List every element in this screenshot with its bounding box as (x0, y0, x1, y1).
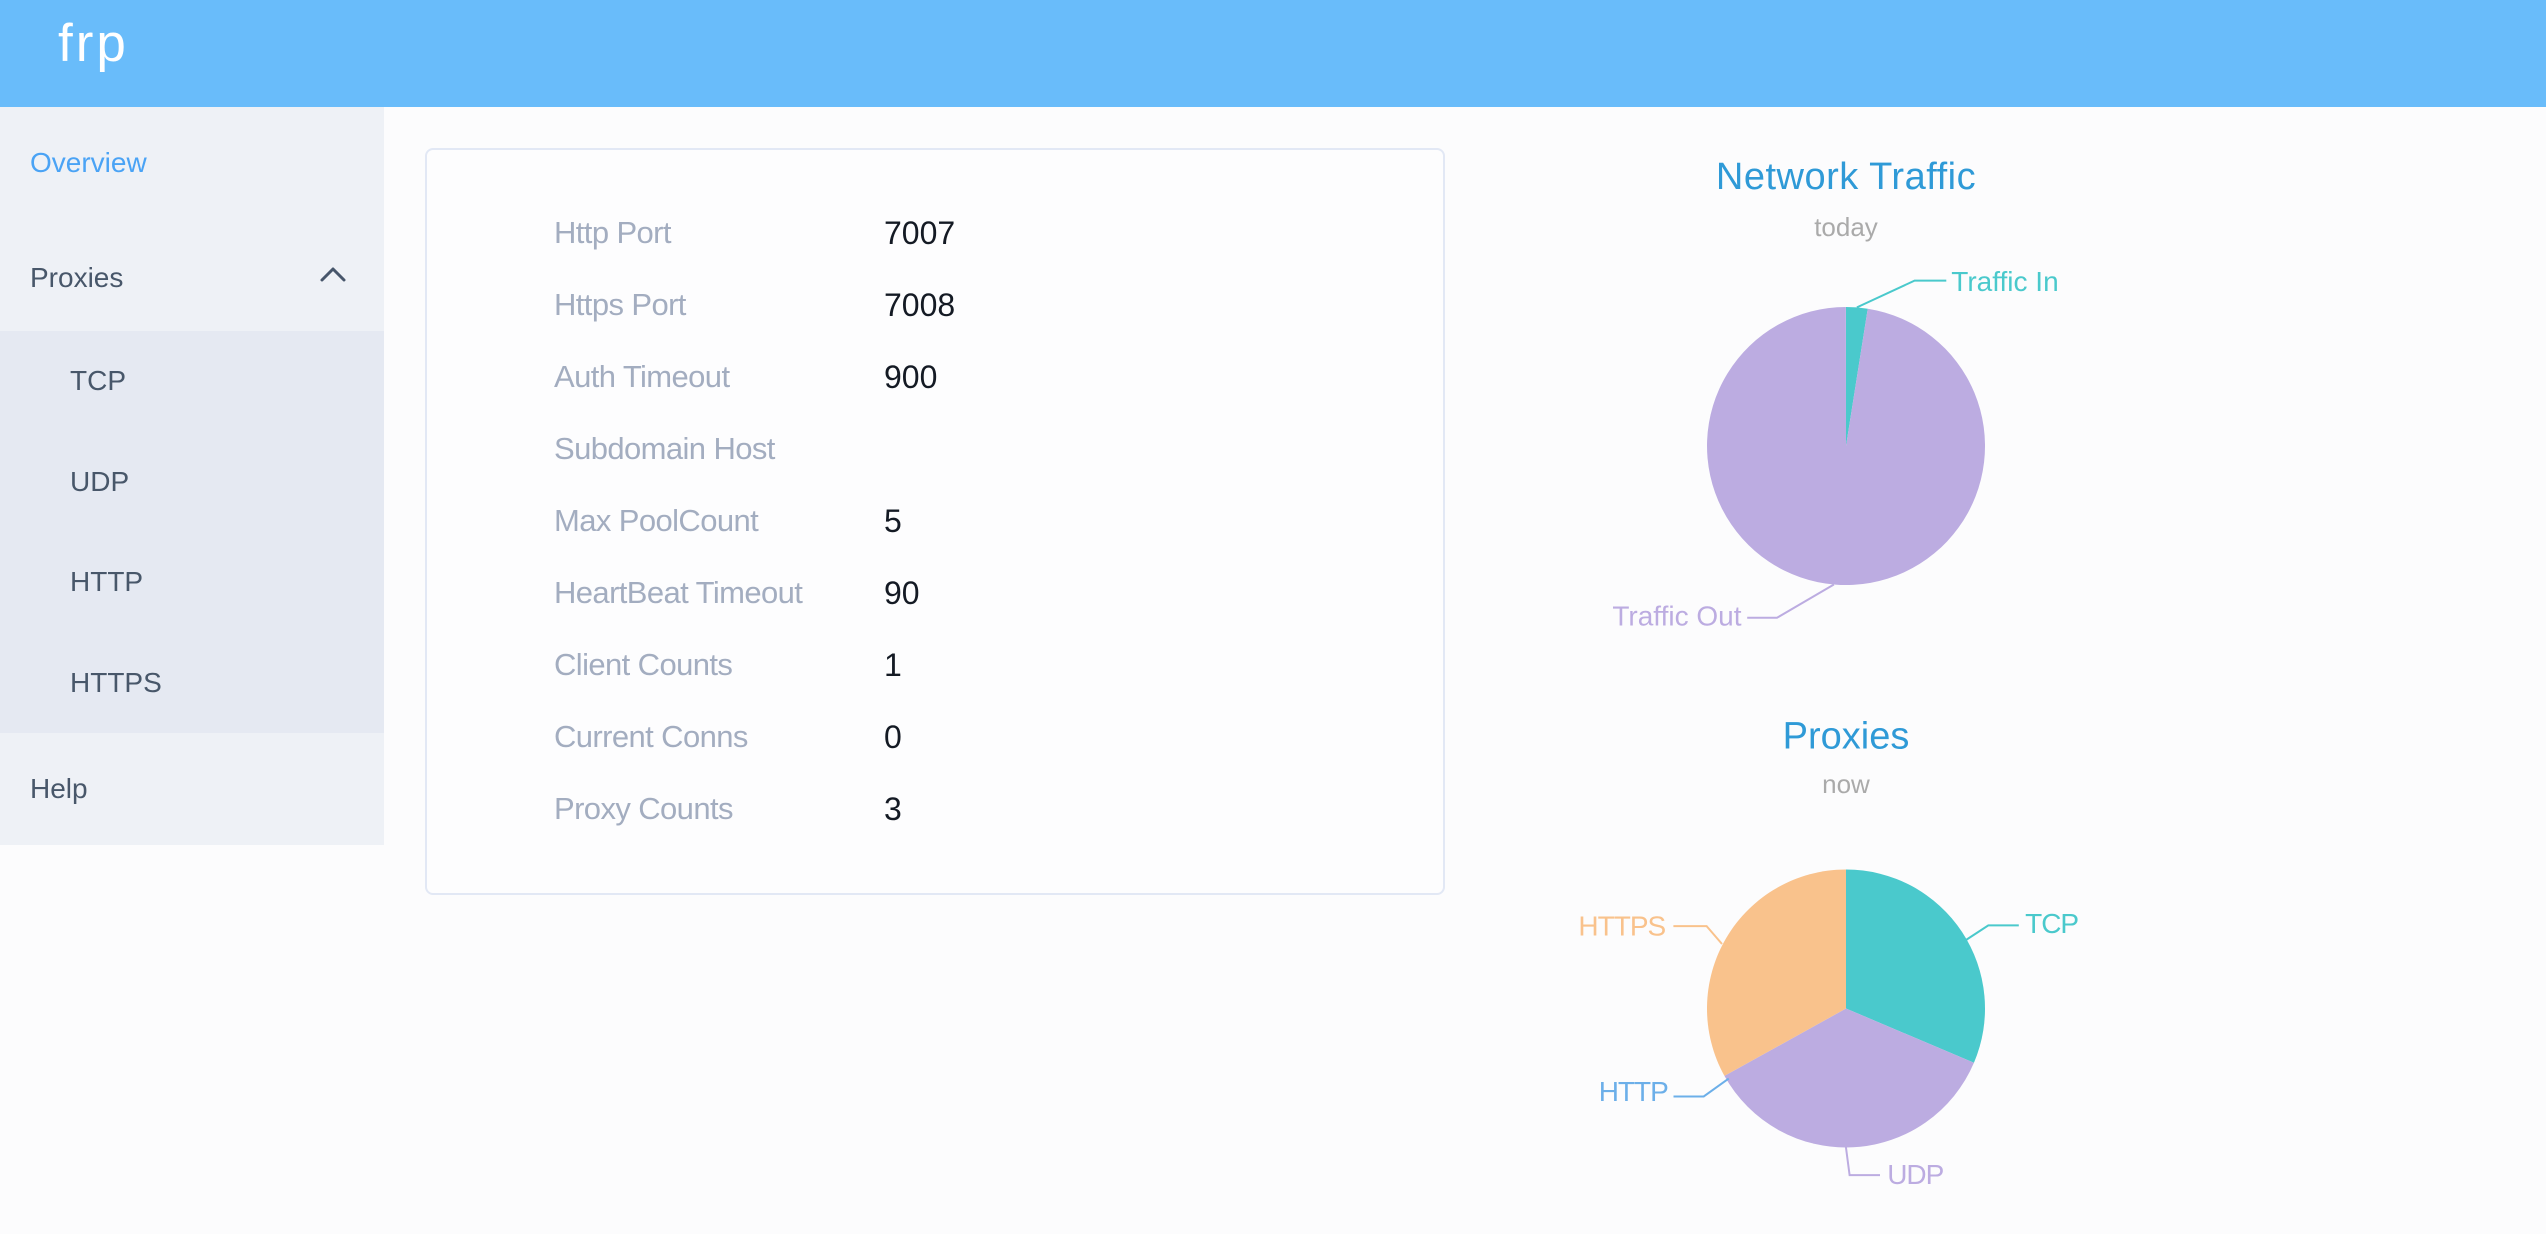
svg-text:Traffic Out: Traffic Out (1612, 601, 1741, 632)
svg-text:now: now (1822, 769, 1870, 799)
svg-text:Network Traffic: Network Traffic (1716, 156, 1976, 198)
svg-text:HTTPS: HTTPS (1578, 910, 1665, 941)
svg-text:today: today (1814, 212, 1878, 242)
svg-text:Traffic In: Traffic In (1951, 266, 2058, 297)
svg-text:UDP: UDP (1887, 1159, 1943, 1190)
svg-text:TCP: TCP (2025, 908, 2078, 939)
svg-text:HTTP: HTTP (1599, 1076, 1668, 1107)
svg-text:Proxies: Proxies (1783, 716, 1910, 758)
